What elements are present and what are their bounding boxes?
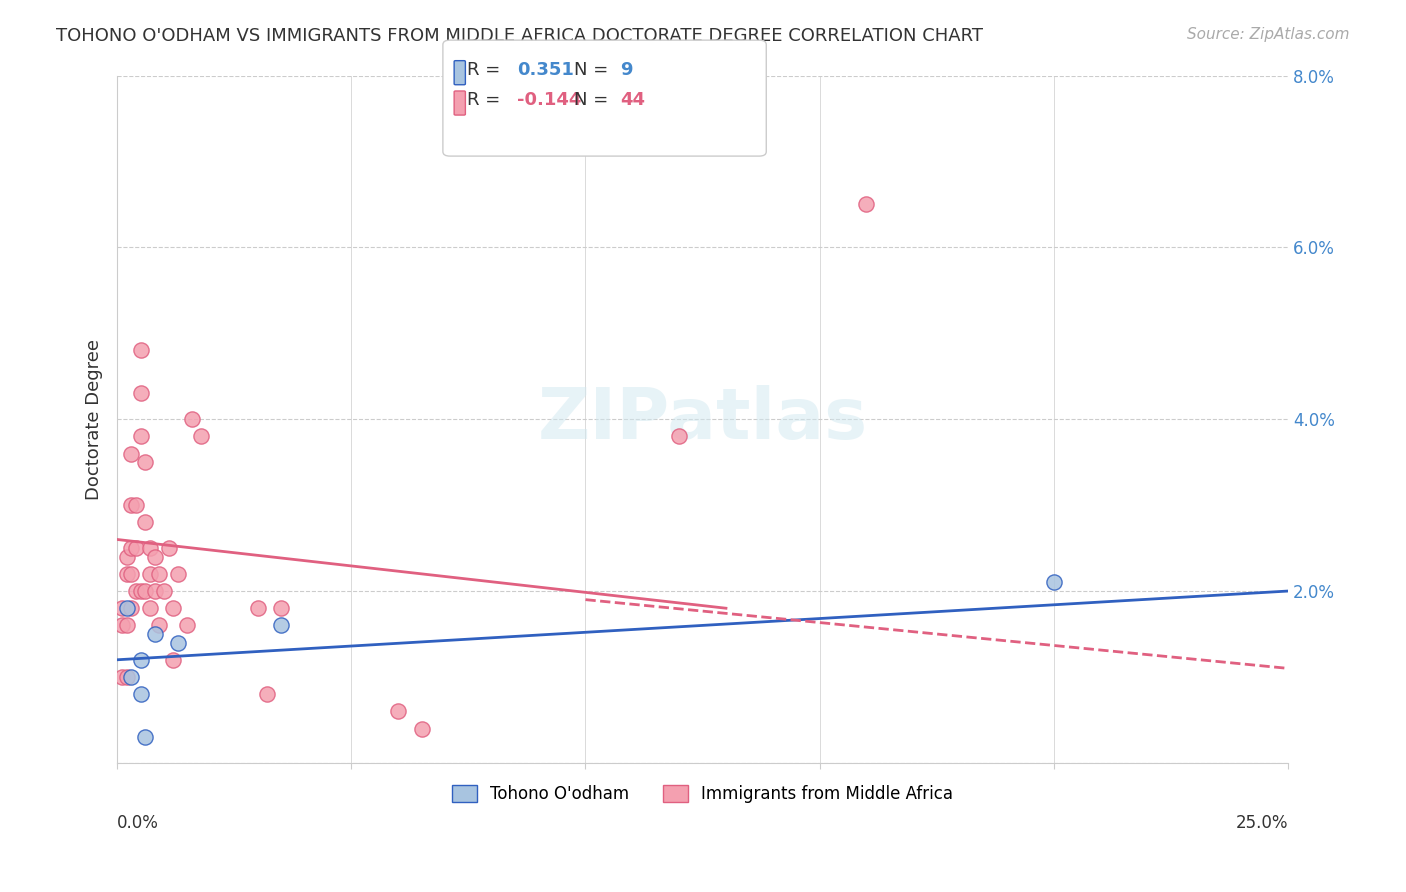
Point bbox=[162, 601, 184, 615]
Text: R =: R = bbox=[467, 91, 506, 109]
Point bbox=[256, 687, 278, 701]
Point bbox=[190, 429, 212, 443]
Point bbox=[134, 516, 156, 530]
Point bbox=[167, 635, 190, 649]
Point bbox=[153, 584, 176, 599]
Point bbox=[167, 566, 190, 581]
Point bbox=[246, 601, 269, 615]
Point bbox=[162, 653, 184, 667]
Text: N =: N = bbox=[574, 61, 613, 78]
Point bbox=[120, 541, 142, 555]
Text: 0.351: 0.351 bbox=[517, 61, 574, 78]
Point bbox=[387, 704, 409, 718]
Text: Source: ZipAtlas.com: Source: ZipAtlas.com bbox=[1187, 27, 1350, 42]
Point bbox=[111, 670, 134, 684]
Point bbox=[125, 541, 148, 555]
Text: 0.0%: 0.0% bbox=[117, 814, 159, 832]
Point bbox=[176, 618, 198, 632]
Text: N =: N = bbox=[574, 91, 613, 109]
Text: R =: R = bbox=[467, 61, 506, 78]
Point bbox=[143, 627, 166, 641]
Point bbox=[129, 687, 152, 701]
Y-axis label: Doctorate Degree: Doctorate Degree bbox=[86, 339, 103, 500]
Text: ZIPatlas: ZIPatlas bbox=[537, 384, 868, 454]
Point bbox=[120, 601, 142, 615]
Text: 44: 44 bbox=[620, 91, 645, 109]
Point bbox=[125, 584, 148, 599]
Point bbox=[125, 498, 148, 512]
Point bbox=[120, 566, 142, 581]
Point bbox=[148, 566, 170, 581]
Point bbox=[411, 722, 433, 736]
Point bbox=[115, 618, 138, 632]
Point bbox=[134, 730, 156, 744]
Text: TOHONO O'ODHAM VS IMMIGRANTS FROM MIDDLE AFRICA DOCTORATE DEGREE CORRELATION CHA: TOHONO O'ODHAM VS IMMIGRANTS FROM MIDDLE… bbox=[56, 27, 983, 45]
Text: 9: 9 bbox=[620, 61, 633, 78]
Text: -0.144: -0.144 bbox=[517, 91, 582, 109]
Point bbox=[129, 343, 152, 358]
Point bbox=[855, 197, 877, 211]
Point bbox=[148, 618, 170, 632]
Point bbox=[270, 601, 292, 615]
Point bbox=[139, 541, 162, 555]
Text: 25.0%: 25.0% bbox=[1236, 814, 1288, 832]
Point bbox=[111, 601, 134, 615]
Point bbox=[157, 541, 180, 555]
Point bbox=[139, 601, 162, 615]
Point bbox=[270, 618, 292, 632]
Point bbox=[139, 566, 162, 581]
Point bbox=[129, 584, 152, 599]
Point bbox=[134, 584, 156, 599]
Point bbox=[115, 549, 138, 564]
Point bbox=[115, 670, 138, 684]
Point bbox=[120, 670, 142, 684]
Point bbox=[115, 566, 138, 581]
Point bbox=[120, 446, 142, 460]
Point bbox=[143, 584, 166, 599]
Point bbox=[181, 412, 204, 426]
Legend: Tohono O'odham, Immigrants from Middle Africa: Tohono O'odham, Immigrants from Middle A… bbox=[446, 778, 960, 810]
Point bbox=[129, 386, 152, 401]
Point bbox=[143, 549, 166, 564]
Point bbox=[668, 429, 690, 443]
Point bbox=[129, 429, 152, 443]
Point bbox=[111, 618, 134, 632]
Point bbox=[115, 601, 138, 615]
Point bbox=[120, 498, 142, 512]
Point bbox=[129, 653, 152, 667]
Point bbox=[1042, 575, 1064, 590]
Point bbox=[134, 455, 156, 469]
